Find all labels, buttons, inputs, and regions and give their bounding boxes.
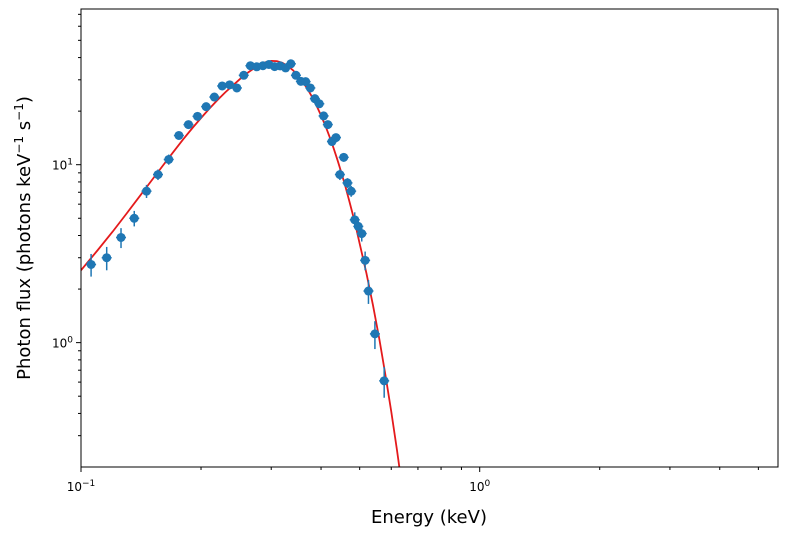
point-marker bbox=[153, 170, 163, 180]
point-marker bbox=[291, 70, 301, 80]
point-marker bbox=[201, 102, 211, 112]
data-point bbox=[318, 111, 329, 121]
y-tick-label: 100 bbox=[52, 336, 73, 351]
data-point bbox=[129, 210, 140, 227]
data-point bbox=[379, 366, 390, 398]
data-point bbox=[360, 251, 371, 271]
data-point bbox=[231, 83, 242, 93]
point-marker bbox=[183, 120, 193, 130]
data-point bbox=[290, 70, 301, 80]
data-point bbox=[224, 80, 235, 90]
data-point bbox=[314, 99, 325, 109]
point-marker bbox=[239, 70, 249, 80]
data-point bbox=[163, 154, 174, 165]
point-marker bbox=[339, 152, 349, 162]
y-axis-label: Photon flux (photons keV−1 s−1) bbox=[12, 96, 35, 380]
points-layer bbox=[86, 59, 390, 398]
data-point bbox=[346, 185, 357, 197]
data-point bbox=[141, 184, 152, 198]
data-point bbox=[101, 246, 112, 271]
point-marker bbox=[342, 178, 352, 188]
point-marker bbox=[86, 259, 96, 269]
point-marker bbox=[193, 111, 203, 121]
data-point bbox=[305, 83, 316, 93]
data-point bbox=[338, 152, 349, 162]
data-point bbox=[369, 321, 380, 350]
point-marker bbox=[335, 170, 345, 180]
data-point bbox=[152, 169, 163, 181]
point-marker bbox=[323, 120, 333, 130]
point-marker bbox=[116, 232, 126, 242]
x-tick-label: 100 bbox=[469, 479, 490, 494]
data-point bbox=[342, 178, 353, 188]
data-point bbox=[173, 130, 184, 140]
point-marker bbox=[305, 83, 315, 93]
data-point bbox=[192, 111, 203, 121]
data-point bbox=[201, 102, 212, 112]
point-marker bbox=[360, 255, 370, 265]
point-marker bbox=[164, 154, 174, 164]
data-point bbox=[86, 253, 97, 277]
data-point bbox=[238, 70, 249, 80]
point-marker bbox=[232, 83, 242, 93]
data-point bbox=[334, 169, 345, 181]
data-point bbox=[330, 133, 341, 143]
data-point bbox=[300, 77, 311, 87]
y-tick-label: 101 bbox=[52, 158, 73, 173]
point-marker bbox=[129, 213, 139, 223]
plot-area bbox=[81, 9, 778, 467]
ticks-layer: 10−1 100 100 101 bbox=[52, 13, 759, 494]
point-marker bbox=[142, 186, 152, 196]
point-marker bbox=[331, 133, 341, 143]
data-point bbox=[183, 120, 194, 130]
data-point bbox=[363, 279, 374, 304]
point-marker bbox=[357, 229, 367, 239]
point-marker bbox=[217, 81, 227, 91]
point-marker bbox=[301, 77, 311, 87]
point-marker bbox=[379, 376, 389, 386]
x-axis-label: Energy (keV) bbox=[371, 507, 487, 528]
data-point bbox=[285, 59, 296, 69]
data-point bbox=[116, 228, 127, 249]
point-marker bbox=[346, 186, 356, 196]
point-marker bbox=[353, 221, 363, 231]
point-marker bbox=[225, 80, 235, 90]
plot-frame bbox=[80, 8, 779, 468]
point-marker bbox=[174, 130, 184, 140]
point-marker bbox=[363, 286, 373, 296]
data-point bbox=[356, 226, 367, 242]
data-point bbox=[322, 120, 333, 130]
point-marker bbox=[314, 99, 324, 109]
point-marker bbox=[319, 111, 329, 121]
point-marker bbox=[209, 92, 219, 102]
point-marker bbox=[370, 329, 380, 339]
point-marker bbox=[350, 215, 360, 225]
point-marker bbox=[102, 253, 112, 263]
x-tick-label: 10−1 bbox=[67, 479, 96, 494]
point-marker bbox=[286, 59, 296, 69]
data-point bbox=[209, 92, 220, 102]
